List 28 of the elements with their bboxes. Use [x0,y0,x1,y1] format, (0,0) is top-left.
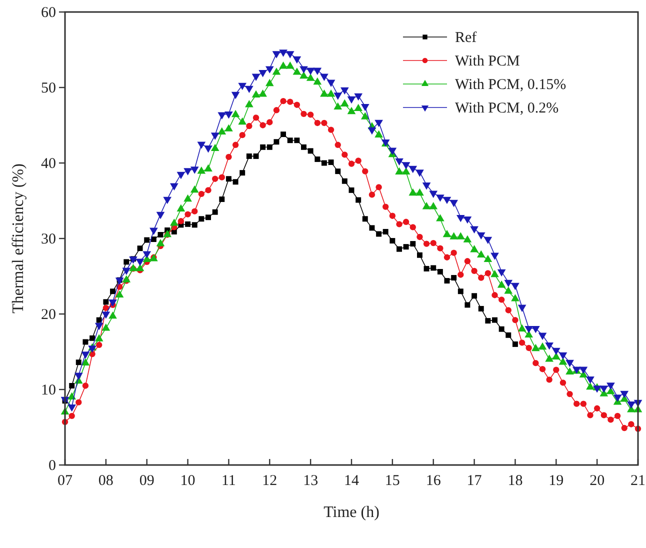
x-tick-label: 15 [384,473,400,489]
x-tick-label: 13 [303,473,318,489]
x-tick-label: 20 [590,473,605,489]
legend-label: With PCM [455,54,520,70]
y-tick-label: 40 [41,156,56,172]
x-axis-title: Time (h) [324,504,380,521]
legend-label: Ref [455,30,477,46]
x-tick-label: 09 [139,473,154,489]
x-tick-label: 10 [180,473,196,489]
x-tick-label: 21 [630,473,646,489]
y-tick-label: 0 [48,458,56,474]
y-axis-title: Thermal efficiency (%) [10,164,27,314]
y-tick-label: 10 [41,382,56,398]
legend-label: With PCM, 0.15% [455,77,566,93]
legend-label: With PCM, 0.2% [455,100,559,116]
y-tick-label: 20 [41,307,56,323]
x-tick-label: 16 [426,473,442,489]
x-tick-label: 19 [548,473,564,489]
x-tick-label: 12 [262,473,278,489]
x-tick-label: 07 [58,473,73,489]
x-tick-label: 11 [221,473,236,489]
x-tick-label: 14 [344,473,360,489]
x-tick-label: 17 [466,473,482,489]
y-tick-label: 50 [41,80,56,96]
y-tick-label: 60 [41,5,56,21]
y-tick-label: 30 [41,232,56,248]
x-tick-label: 08 [98,473,114,489]
x-tick-label: 18 [508,473,523,489]
